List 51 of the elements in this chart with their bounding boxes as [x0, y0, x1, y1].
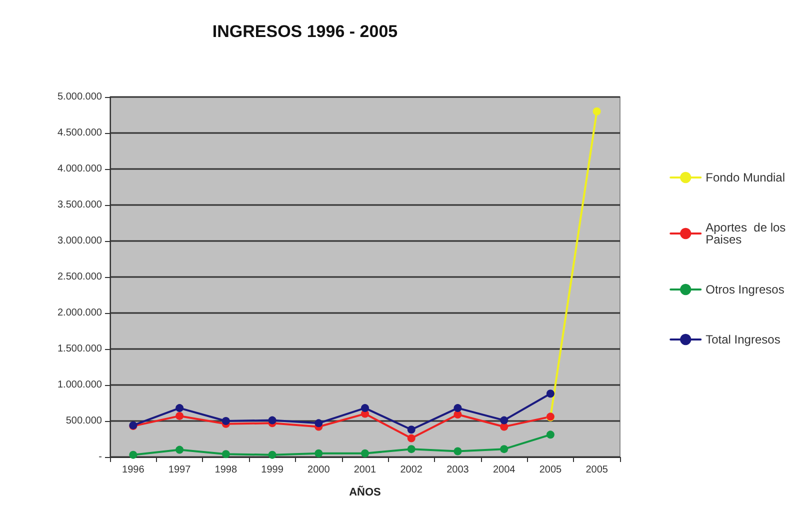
point [268, 416, 276, 424]
y-tick-label: 3.500.000 [58, 200, 102, 210]
y-tick-label: 4.500.000 [58, 128, 102, 138]
x-tick-label: 1999 [261, 464, 284, 476]
legend-label: Fondo Mundial [706, 170, 786, 184]
y-tick-label: - [98, 452, 102, 462]
y-tick-label: 4.000.000 [58, 164, 102, 174]
x-tick-label: 2002 [400, 464, 423, 476]
point [222, 417, 230, 425]
legend-label: Total Ingresos [706, 332, 780, 346]
point [407, 426, 416, 434]
y-tick-label: 1.500.000 [58, 344, 102, 354]
point [500, 445, 508, 454]
x-tick-label: 1997 [168, 464, 192, 476]
y-tick-label: 3.000.000 [58, 236, 102, 246]
x-axis-title: AÑOS [349, 486, 381, 498]
point [361, 404, 369, 412]
x-tick-label: 2000 [308, 464, 330, 476]
y-tick-label: 500.000 [66, 416, 102, 426]
point [176, 412, 184, 420]
x-tick-label: 2005 [586, 464, 608, 476]
x-tick-label: 2004 [492, 464, 516, 476]
y-tick-label: 2.500.000 [58, 272, 102, 282]
legend-label: Aportes de los Paises [706, 220, 790, 246]
x-tick-label: 2005 [539, 464, 562, 476]
x-tick-label: 1996 [122, 464, 145, 476]
y-tick-label: 2.000.000 [58, 308, 102, 318]
point [268, 450, 276, 459]
point [176, 404, 184, 412]
point [500, 422, 508, 431]
point [314, 449, 323, 458]
x-tick-label: 1998 [214, 464, 238, 476]
point [407, 434, 416, 442]
point [222, 450, 230, 458]
point [176, 446, 184, 454]
chart-title: INGRESOS 1996 - 2005 [212, 22, 398, 41]
point [314, 419, 323, 428]
point [129, 450, 138, 459]
point [500, 416, 508, 424]
x-tick-label: 2001 [354, 464, 377, 476]
point [361, 449, 369, 458]
point [592, 107, 601, 116]
point [546, 390, 554, 398]
point [546, 430, 554, 439]
y-tick-label: 5.000.000 [58, 92, 102, 102]
point [407, 445, 416, 454]
legend-label: Otros Ingresos [706, 282, 784, 296]
point [454, 447, 462, 456]
y-tick-label: 1.000.000 [58, 380, 102, 390]
x-tick-label: 2003 [446, 464, 470, 476]
point [454, 404, 462, 412]
